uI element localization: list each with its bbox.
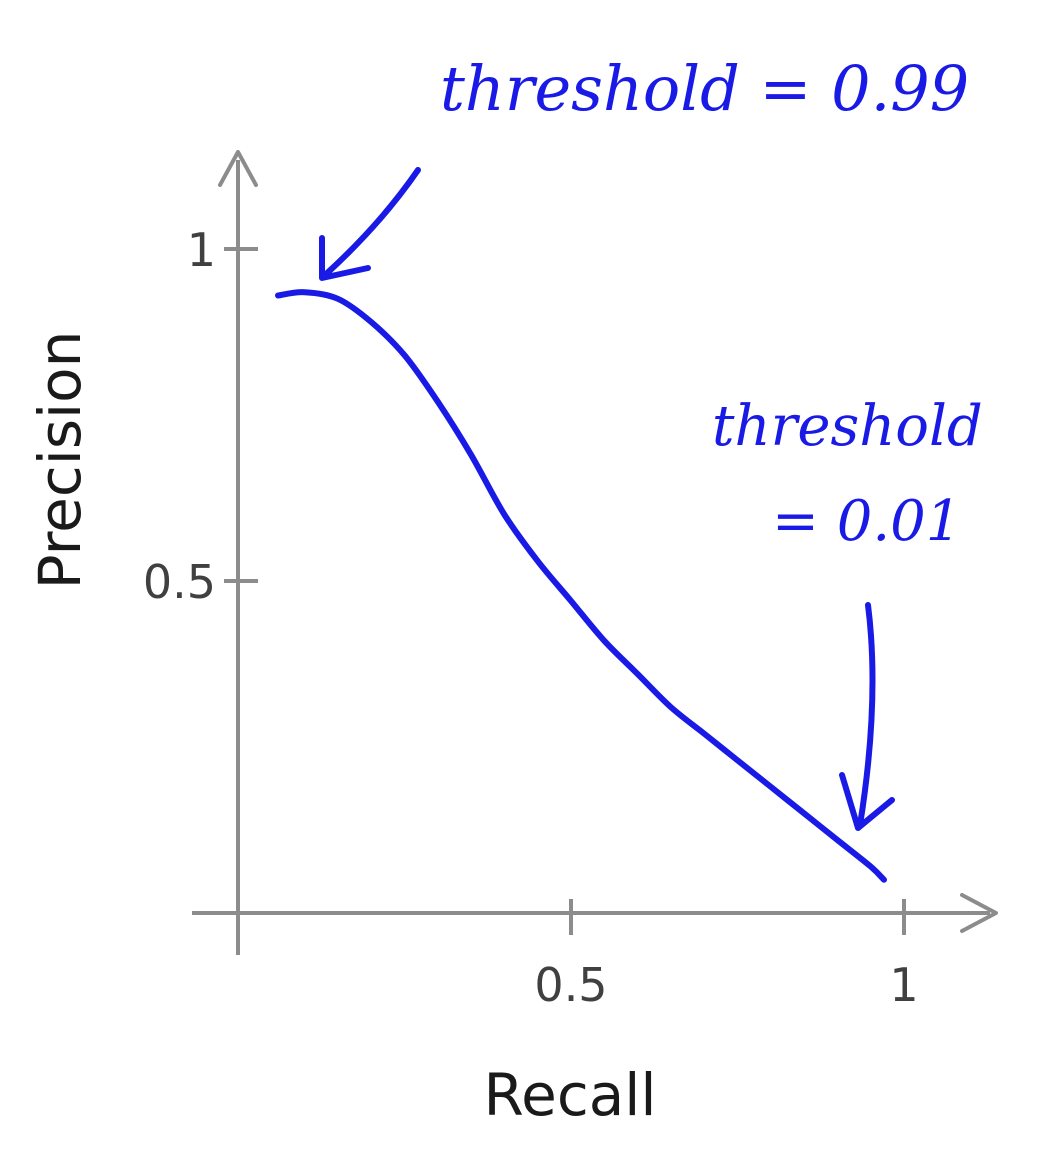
annotation-threshold-high: threshold = 0.99 bbox=[440, 52, 969, 125]
annotation-arrow-low bbox=[839, 602, 895, 831]
annotation-arrow-high bbox=[319, 167, 421, 281]
y-tick-label-0: 0.5 bbox=[143, 555, 216, 609]
x-axis-label: Recall bbox=[483, 1061, 656, 1129]
precision-recall-curve bbox=[275, 289, 887, 883]
y-axis-arrowhead bbox=[218, 150, 258, 187]
x-tick-label-0: 0.5 bbox=[534, 958, 607, 1012]
x-axis-arrowhead bbox=[960, 893, 998, 933]
annotation-threshold-low-line2: = 0.01 bbox=[772, 489, 961, 554]
annotation-threshold-low-line1: threshold bbox=[712, 394, 983, 459]
x-tick-label-1: 1 bbox=[889, 958, 918, 1012]
y-tick-label-1: 1 bbox=[187, 223, 216, 277]
y-axis-label: Precision bbox=[26, 331, 94, 590]
